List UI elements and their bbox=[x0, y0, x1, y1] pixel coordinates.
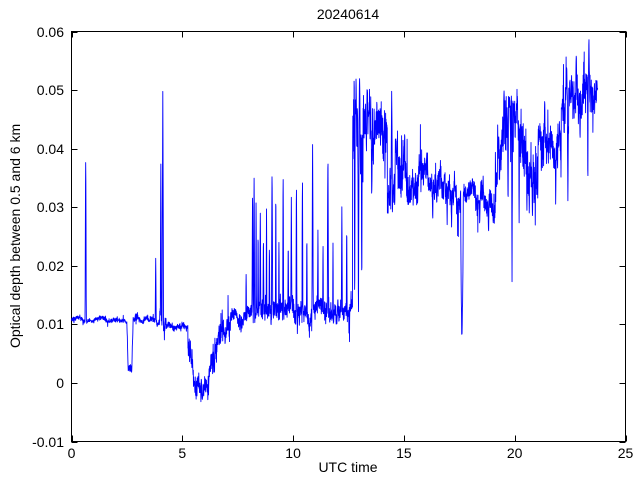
y-tick-label: 0.06 bbox=[36, 23, 64, 40]
x-tick-label: 5 bbox=[178, 445, 187, 461]
chart-title: 20240614 bbox=[316, 6, 380, 22]
x-tick-label: 20 bbox=[506, 445, 523, 461]
x-tick-label: 0 bbox=[67, 445, 76, 461]
x-tick-label: 10 bbox=[285, 445, 301, 461]
data-series-line bbox=[71, 39, 599, 403]
y-tick-label: 0.01 bbox=[36, 316, 64, 333]
x-tick-label: 25 bbox=[617, 445, 634, 461]
y-tick-label: 0.05 bbox=[36, 82, 64, 99]
y-tick-label: 0.02 bbox=[36, 257, 64, 274]
x-tick-label: 15 bbox=[396, 445, 412, 461]
plot-border bbox=[71, 31, 626, 442]
y-tick-label: 0.04 bbox=[36, 140, 64, 157]
y-tick-label: 0 bbox=[56, 374, 64, 391]
y-tick-label: 0.03 bbox=[36, 199, 64, 216]
x-axis-label: UTC time bbox=[318, 459, 378, 475]
y-tick-label: -0.01 bbox=[32, 433, 64, 450]
axis-ticks bbox=[71, 31, 627, 443]
